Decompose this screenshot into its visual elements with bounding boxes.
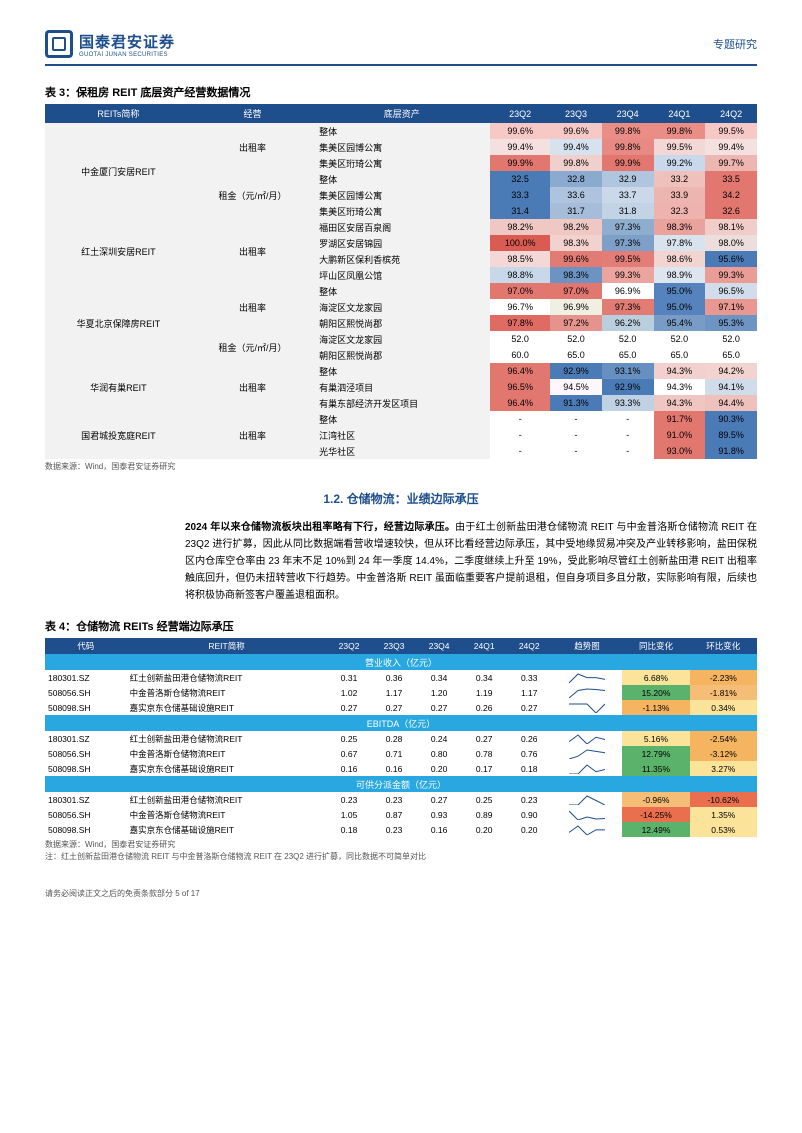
- brand-en: GUOTAI JUNAN SECURITIES: [79, 52, 175, 58]
- sparkline-icon: [552, 822, 623, 837]
- table-row: 508056.SH中金普洛斯仓储物流REIT0.670.710.800.780.…: [45, 746, 757, 761]
- section-heading: 1.2. 仓储物流：业绩边际承压: [45, 490, 757, 507]
- sparkline-icon: [552, 670, 623, 685]
- table3: REITs简称经营底层资产23Q223Q323Q424Q124Q2中金厦门安居R…: [45, 104, 757, 459]
- table-row: 508056.SH中金普洛斯仓储物流REIT1.021.171.201.191.…: [45, 685, 757, 700]
- table-row: 508098.SH嘉实京东仓储基础设施REIT0.180.230.160.200…: [45, 822, 757, 837]
- section-row: 可供分派金额（亿元）: [45, 776, 757, 792]
- section-row: 营业收入（亿元）: [45, 654, 757, 670]
- section-title: 仓储物流：业绩边际承压: [347, 492, 479, 506]
- table-row: 180301.SZ红土创新盐田港仓储物流REIT0.250.280.240.27…: [45, 731, 757, 746]
- table-row: 中金厦门安居REIT出租率整体99.6%99.6%99.8%99.8%99.5%: [45, 123, 757, 139]
- table4-note: 注：红土创新盐田港仓储物流 REIT 与中金普洛斯仓储物流 REIT 在 23Q…: [45, 851, 757, 862]
- brand-logo: 国泰君安证券 GUOTAI JUNAN SECURITIES: [45, 30, 175, 58]
- table-row: 180301.SZ红土创新盐田港仓储物流REIT0.310.360.340.34…: [45, 670, 757, 685]
- sparkline-icon: [552, 792, 623, 807]
- header-category: 专题研究: [713, 36, 757, 52]
- sparkline-icon: [552, 731, 623, 746]
- sparkline-icon: [552, 807, 623, 822]
- table-row: 红土深圳安居REIT出租率福田区安居百泉阁98.2%98.2%97.3%98.3…: [45, 219, 757, 235]
- table-row: 国君城投宽庭REIT出租率整体---91.7%90.3%: [45, 411, 757, 427]
- paragraph-body: 由于红土创新盐田港仓储物流 REIT 与中金普洛斯仓储物流 REIT 在 23Q…: [185, 522, 757, 601]
- table-row: 华夏北京保障房REIT出租率整体97.0%97.0%96.9%95.0%96.5…: [45, 283, 757, 299]
- table3-source: 数据来源：Wind，国泰君安证券研究: [45, 461, 757, 472]
- table4-title: 表 4：仓储物流 REITs 经营端边际承压: [45, 618, 757, 634]
- table-row: 华润有巢REIT出租率整体96.4%92.9%93.1%94.3%94.2%: [45, 363, 757, 379]
- body-paragraph: 2024 年以来仓储物流板块出租率略有下行，经营边际承压。由于红土创新盐田港仓储…: [185, 519, 757, 604]
- logo-icon: [45, 30, 73, 58]
- section-number: 1.2.: [323, 492, 343, 506]
- sparkline-icon: [552, 746, 623, 761]
- sparkline-icon: [552, 761, 623, 776]
- table3-title: 表 3：保租房 REIT 底层资产经营数据情况: [45, 84, 757, 100]
- table4-source: 数据来源：Wind，国泰君安证券研究: [45, 839, 757, 850]
- page-footer: 请务必阅读正文之后的免责条款部分 5 of 17: [45, 888, 757, 899]
- paragraph-lead: 2024 年以来仓储物流板块出租率略有下行，经营边际承压。: [185, 522, 455, 533]
- table-row: 508098.SH嘉实京东仓储基础设施REIT0.160.160.200.170…: [45, 761, 757, 776]
- table-row: 180301.SZ红土创新盐田港仓储物流REIT0.230.230.270.25…: [45, 792, 757, 807]
- brand-cn: 国泰君安证券: [79, 31, 175, 52]
- table-row: 508056.SH中金普洛斯仓储物流REIT1.050.870.930.890.…: [45, 807, 757, 822]
- table4: 代码REIT简称23Q223Q323Q424Q124Q2趋势图同比变化环比变化营…: [45, 638, 757, 837]
- section-row: EBITDA（亿元）: [45, 715, 757, 731]
- page-header: 国泰君安证券 GUOTAI JUNAN SECURITIES 专题研究: [45, 30, 757, 66]
- sparkline-icon: [552, 685, 623, 700]
- sparkline-icon: [552, 700, 623, 715]
- table-row: 508098.SH嘉实京东仓储基础设施REIT0.270.270.270.260…: [45, 700, 757, 715]
